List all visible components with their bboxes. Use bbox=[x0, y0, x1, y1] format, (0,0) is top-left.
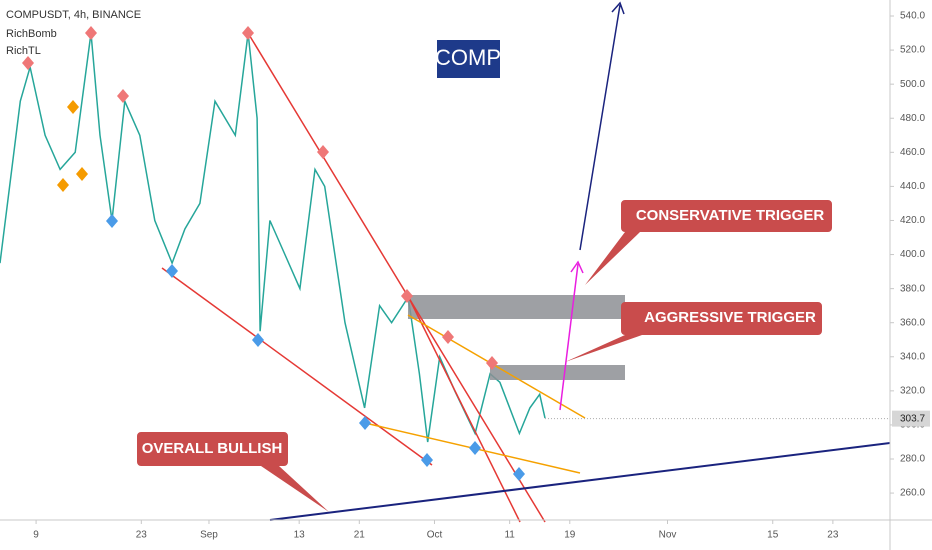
markers bbox=[22, 26, 525, 481]
marker bbox=[57, 178, 69, 192]
marker bbox=[242, 26, 254, 40]
callout-box bbox=[585, 200, 832, 285]
y-tick-label: 320.0 bbox=[900, 385, 925, 396]
badge-label: COMP bbox=[435, 45, 501, 70]
y-tick-label: 260.0 bbox=[900, 488, 925, 499]
callout-box bbox=[565, 302, 822, 362]
y-tick-label: 440.0 bbox=[900, 181, 925, 192]
callouts: CONSERVATIVE TRIGGER AGGRESSIVE TRIGGER … bbox=[137, 200, 832, 512]
arrow-head bbox=[570, 260, 584, 274]
chart-title: COMPUSDT, 4h, BINANCE bbox=[6, 9, 141, 21]
marker bbox=[513, 467, 525, 481]
x-tick-label: Oct bbox=[427, 530, 443, 541]
annotation: OVERALL BULLISH bbox=[142, 440, 283, 457]
x-tick-label: 23 bbox=[827, 530, 839, 541]
x-tick-label: 19 bbox=[564, 530, 576, 541]
x-tick-label: 23 bbox=[136, 530, 148, 541]
y-tick-label: 340.0 bbox=[900, 351, 925, 362]
y-tick-label: 420.0 bbox=[900, 215, 925, 226]
x-tick-label: 11 bbox=[504, 530, 515, 541]
x-tick-label: 15 bbox=[767, 530, 779, 541]
x-tick-label: Nov bbox=[659, 530, 677, 541]
marker bbox=[442, 330, 454, 344]
arrow bbox=[559, 263, 579, 411]
marker bbox=[421, 453, 433, 467]
y-tick-label: 380.0 bbox=[900, 283, 925, 294]
x-tick-label: 21 bbox=[354, 530, 366, 541]
marker bbox=[252, 333, 264, 347]
y-tick-label: 280.0 bbox=[900, 454, 925, 465]
marker bbox=[22, 56, 34, 70]
marker bbox=[486, 356, 498, 370]
zone bbox=[490, 365, 625, 380]
annotation: CONSERVATIVE TRIGGER bbox=[636, 207, 825, 224]
y-tick-label: 460.0 bbox=[900, 147, 925, 158]
trend-line bbox=[247, 32, 546, 523]
trend-line bbox=[407, 295, 521, 523]
x-tick-label: 9 bbox=[33, 530, 39, 541]
marker bbox=[166, 264, 178, 278]
marker bbox=[359, 416, 371, 430]
y-tick-label: 520.0 bbox=[900, 45, 925, 56]
marker bbox=[469, 441, 481, 455]
y-tick-label: 360.0 bbox=[900, 317, 925, 328]
indicator-label: RichBomb bbox=[6, 28, 57, 40]
callout-box bbox=[137, 432, 329, 512]
marker bbox=[117, 89, 129, 103]
y-tick-label: 500.0 bbox=[900, 79, 925, 90]
marker bbox=[67, 100, 79, 114]
zone bbox=[408, 295, 625, 319]
annotation: AGGRESSIVE TRIGGER bbox=[644, 309, 816, 326]
marker bbox=[76, 167, 88, 181]
x-tick-label: Sep bbox=[200, 530, 218, 541]
arrow-head bbox=[611, 1, 625, 15]
y-tick-label: 400.0 bbox=[900, 249, 925, 260]
y-tick-label: 480.0 bbox=[900, 113, 925, 124]
y-tick-label: 540.0 bbox=[900, 11, 925, 22]
marker bbox=[317, 145, 329, 159]
x-tick-label: 13 bbox=[294, 530, 306, 541]
arrow bbox=[579, 4, 621, 251]
last-price-label: 303.7 bbox=[900, 413, 925, 424]
marker bbox=[401, 289, 413, 303]
last-price-box bbox=[892, 410, 930, 427]
trend-line bbox=[407, 314, 586, 419]
marker bbox=[106, 214, 118, 228]
trend-line bbox=[269, 442, 891, 521]
trend-line bbox=[161, 267, 433, 466]
indicator-label: RichTL bbox=[6, 45, 41, 57]
marker bbox=[85, 26, 97, 40]
badge bbox=[437, 40, 500, 78]
